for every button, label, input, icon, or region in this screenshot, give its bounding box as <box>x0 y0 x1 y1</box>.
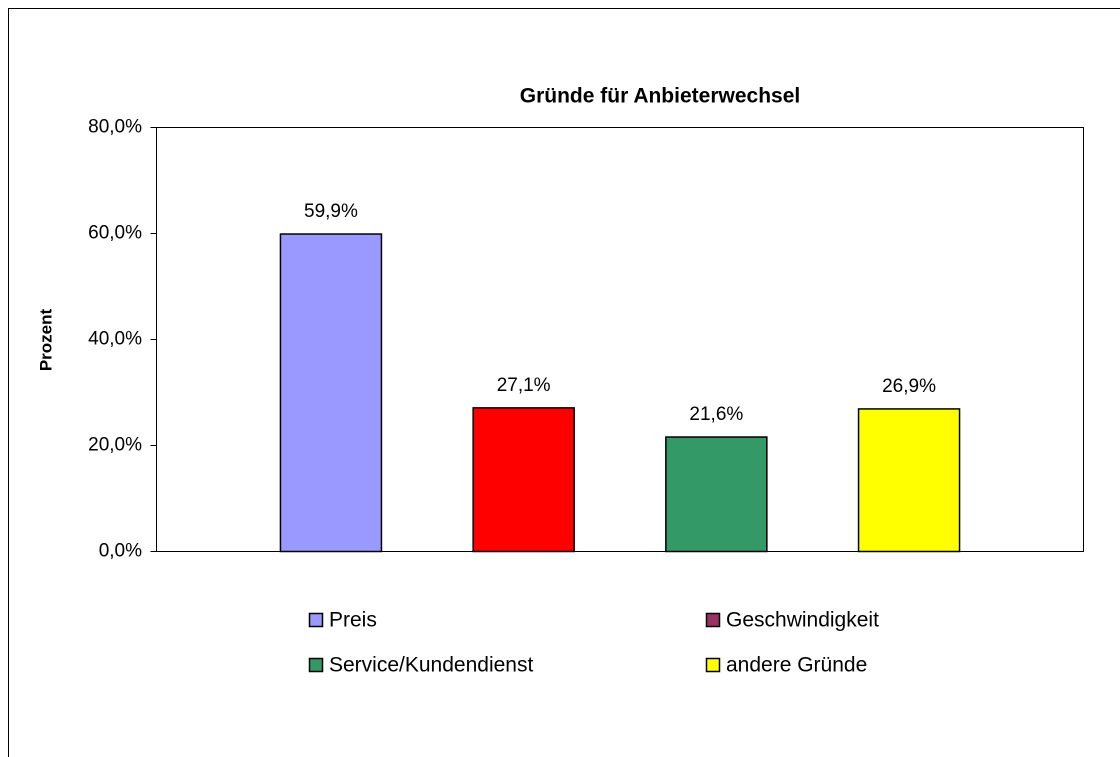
chart-title: Gründe für Anbieterwechsel <box>520 85 800 108</box>
y-tick-label: 40,0% <box>88 329 142 350</box>
y-tick-label: 20,0% <box>88 435 142 456</box>
bar <box>472 407 575 553</box>
legend-label: andere Gründe <box>726 654 867 677</box>
bar <box>279 233 383 553</box>
data-label: 26,9% <box>882 376 936 397</box>
legend-label: Geschwindigkeit <box>726 609 879 632</box>
data-label: 21,6% <box>689 404 743 425</box>
legend-swatch <box>705 612 721 628</box>
data-label: 27,1% <box>497 375 551 396</box>
legend-swatch <box>308 612 324 628</box>
y-tick-label: 60,0% <box>88 223 142 244</box>
y-tick-label: 80,0% <box>88 117 142 138</box>
data-label: 59,9% <box>304 201 358 222</box>
y-tick-label: 0,0% <box>99 541 142 562</box>
legend-swatch <box>308 657 324 673</box>
legend-label: Preis <box>329 609 377 632</box>
legend-swatch <box>705 657 721 673</box>
y-axis-label: Prozent <box>36 308 55 371</box>
bar <box>857 408 961 553</box>
bar <box>665 436 768 553</box>
chart-border <box>8 8 1120 757</box>
legend-label: Service/Kundendienst <box>329 654 533 677</box>
